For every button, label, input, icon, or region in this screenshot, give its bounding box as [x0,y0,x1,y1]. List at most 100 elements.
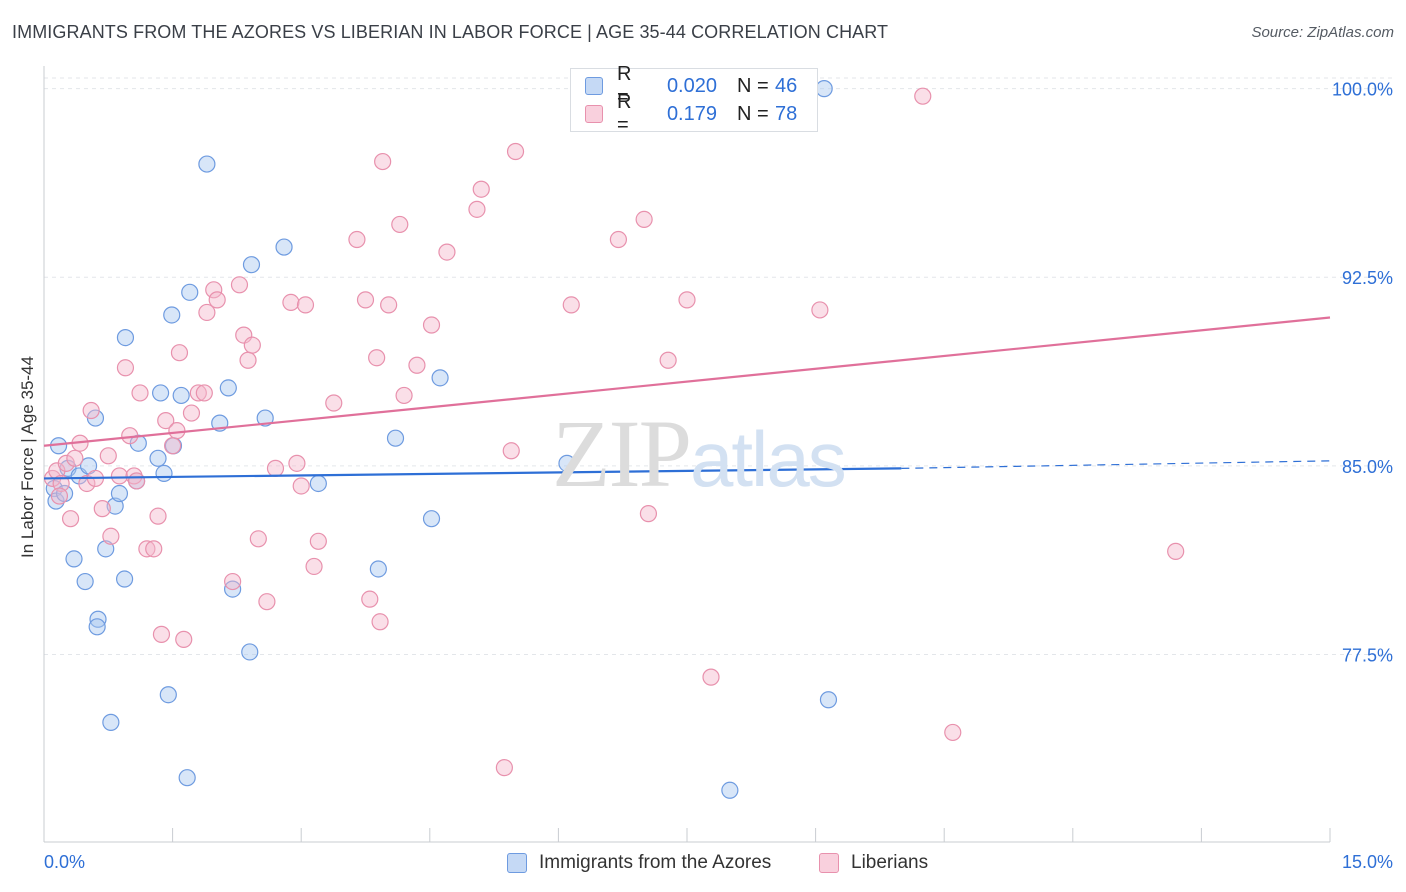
point-azores [819,691,838,709]
point-liberians [361,590,379,608]
point-liberians [239,351,257,369]
series-legend-azores[interactable]: Immigrants from the Azores [507,852,771,874]
point-liberians [82,401,100,420]
point-liberians [374,152,392,171]
point-azores [159,686,177,704]
legend-n-label: N = [737,102,769,125]
point-liberians [296,296,315,314]
point-liberians [380,296,398,314]
point-liberians [292,477,310,495]
point-liberians [325,394,343,412]
watermark-zip: ZIP [552,400,692,507]
correlation-legend: R = 0.020 N = 46 R = 0.179 N = 78 [570,63,818,136]
axes-layer [43,66,1331,843]
point-liberians [282,293,300,311]
point-liberians [198,303,216,322]
point-liberians [189,384,207,402]
point-liberians [205,281,223,299]
point-liberians [249,530,267,548]
point-azores [181,283,199,301]
point-liberians [914,87,932,105]
point-liberians [224,572,242,591]
point-liberians [93,500,111,518]
point-liberians [102,527,120,545]
legend-r-value: 0.179 [666,102,717,125]
y-tick-labels: 77.5% 85.0% 92.5% 100.0% [1332,80,1393,666]
point-azores [149,449,167,467]
point-liberians [944,723,962,742]
point-liberians [78,474,96,493]
series-legend-liberians[interactable]: Liberians [819,852,928,874]
trend-layer [43,316,1331,480]
point-liberians [659,351,677,369]
y-tick-label: 85.0% [1342,457,1393,477]
point-liberians [495,759,513,777]
point-liberians [208,291,226,309]
point-liberians [348,230,366,249]
y-tick-label: 92.5% [1342,268,1393,288]
point-azores [369,560,387,578]
point-liberians [157,411,175,430]
point-liberians [391,215,409,234]
point-liberians [182,404,201,422]
point-liberians [309,532,327,550]
legend-n-value: 46 [775,74,798,97]
point-liberians [395,386,413,405]
point-liberians [116,359,135,377]
point-liberians [562,296,580,314]
point-azores [721,781,739,799]
legend-r-value: 0.020 [666,74,717,97]
point-liberians [266,459,285,477]
point-liberians [702,668,720,686]
point-liberians [99,447,117,465]
point-liberians [164,437,182,455]
legend-r-label: R = [617,63,632,108]
point-azores [115,570,134,588]
point-liberians [288,454,306,472]
point-azores [431,369,449,387]
point-liberians [609,230,628,249]
point-liberians [811,301,829,319]
point-azores [241,643,259,661]
point-azores [422,510,441,528]
point-liberians [61,510,80,528]
point-liberians [138,540,156,558]
point-azores [163,306,181,324]
point-azores [242,256,261,274]
point-liberians [408,356,426,374]
point-liberians [258,593,276,611]
point-azores [275,238,293,256]
x-tick-label-min: 0.0% [44,852,86,872]
y-tick-label: 100.0% [1332,80,1393,100]
watermark-atlas: atlas [690,415,847,503]
point-liberians [230,276,249,294]
point-azores [155,464,173,483]
watermark: ZIPatlas [552,398,847,509]
point-azores [116,329,135,347]
y-axis-label: In Labor Force | Age 35-44 [18,356,37,558]
point-azores [219,379,237,397]
source-label: Source: ZipAtlas.com [1251,24,1394,41]
point-azores [309,474,327,493]
point-azores [386,429,405,447]
x-tick-label-max: 15.0% [1341,852,1393,872]
point-azores [88,618,106,636]
point-liberians [639,505,658,523]
point-liberians [52,474,70,493]
point-liberians [170,344,189,362]
point-liberians [175,630,193,648]
point-liberians [371,613,389,631]
legend-n-label: N = [737,74,769,97]
point-azores [172,386,190,405]
point-liberians [472,180,490,198]
series-legend: Immigrants from the Azores Liberians [0,852,1406,876]
chart-title: IMMIGRANTS FROM THE AZORES VS LIBERIAN I… [12,22,889,42]
point-liberians [243,336,261,354]
legend-row-azores: R = 0.020 N = 46 [585,63,798,108]
series-legend-swatch-liberians [819,853,839,873]
point-liberians [1167,542,1185,560]
legend-swatch-azores [585,77,603,95]
point-liberians [127,472,146,490]
point-liberians [131,384,149,402]
